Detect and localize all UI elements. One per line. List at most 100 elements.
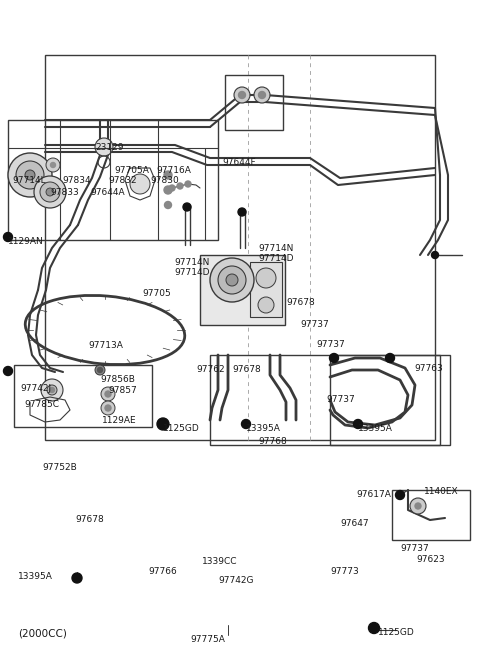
- Circle shape: [239, 91, 245, 98]
- Circle shape: [165, 201, 171, 209]
- Circle shape: [105, 391, 111, 397]
- Circle shape: [95, 138, 113, 156]
- Circle shape: [396, 490, 405, 499]
- Circle shape: [183, 203, 191, 211]
- Text: 97716A: 97716A: [156, 166, 191, 175]
- Circle shape: [234, 87, 250, 103]
- Circle shape: [164, 186, 172, 194]
- Circle shape: [16, 161, 44, 189]
- Circle shape: [218, 266, 246, 294]
- Bar: [210, 355, 450, 445]
- Circle shape: [72, 573, 82, 583]
- Circle shape: [157, 418, 169, 430]
- Text: 97834: 97834: [62, 176, 91, 185]
- Circle shape: [40, 182, 60, 202]
- Circle shape: [101, 401, 115, 415]
- Circle shape: [329, 353, 338, 363]
- Text: 1140EX: 1140EX: [424, 487, 458, 496]
- Bar: [200, 255, 285, 325]
- Text: 97742J: 97742J: [20, 384, 51, 393]
- Text: 97714L: 97714L: [12, 176, 46, 185]
- Circle shape: [105, 405, 111, 411]
- Text: 1125GD: 1125GD: [163, 424, 200, 433]
- Text: 97763: 97763: [414, 364, 443, 373]
- Text: 97830: 97830: [150, 176, 179, 185]
- Text: 97832: 97832: [108, 176, 137, 185]
- Text: 13395A: 13395A: [358, 424, 393, 433]
- Text: 97737: 97737: [400, 544, 429, 553]
- Text: 97714N: 97714N: [174, 258, 209, 267]
- Text: 97766: 97766: [148, 567, 177, 576]
- Text: 23129: 23129: [96, 143, 124, 152]
- Circle shape: [241, 419, 251, 428]
- Text: 97644F: 97644F: [222, 158, 256, 167]
- Circle shape: [41, 379, 63, 401]
- Circle shape: [47, 385, 57, 395]
- Circle shape: [8, 153, 52, 197]
- Circle shape: [369, 623, 380, 634]
- Circle shape: [258, 297, 274, 313]
- Circle shape: [25, 170, 35, 180]
- Text: 97773: 97773: [330, 567, 359, 576]
- Text: 97857: 97857: [108, 386, 137, 395]
- Text: (2000CC): (2000CC): [18, 628, 67, 638]
- Circle shape: [177, 183, 183, 189]
- Circle shape: [238, 208, 246, 216]
- Bar: [250, 262, 282, 317]
- Circle shape: [49, 387, 55, 393]
- Text: 1129AE: 1129AE: [102, 416, 137, 425]
- Text: 97785C: 97785C: [24, 400, 59, 409]
- Text: 97705: 97705: [142, 289, 171, 298]
- Circle shape: [385, 353, 395, 363]
- Circle shape: [97, 368, 103, 372]
- Circle shape: [210, 258, 254, 302]
- Text: 1129AN: 1129AN: [8, 237, 44, 246]
- Text: 97678: 97678: [286, 298, 315, 307]
- Circle shape: [226, 274, 238, 286]
- Text: 97737: 97737: [300, 320, 329, 329]
- Bar: [45, 55, 435, 440]
- Circle shape: [185, 181, 191, 187]
- Circle shape: [256, 268, 276, 288]
- Bar: [14, 365, 152, 427]
- Text: 97737: 97737: [316, 340, 345, 349]
- Circle shape: [169, 185, 175, 191]
- Text: 97713A: 97713A: [88, 341, 123, 350]
- Circle shape: [254, 87, 270, 103]
- Text: 97617A: 97617A: [356, 490, 391, 499]
- Circle shape: [3, 366, 12, 376]
- Circle shape: [415, 503, 421, 509]
- Text: 97644A: 97644A: [90, 188, 125, 197]
- Circle shape: [259, 91, 265, 98]
- Text: 97833: 97833: [50, 188, 79, 197]
- Text: 97768: 97768: [258, 437, 287, 446]
- Circle shape: [3, 233, 12, 241]
- Text: 13395A: 13395A: [246, 424, 281, 433]
- Text: 97714N: 97714N: [258, 244, 293, 253]
- Text: 13395A: 13395A: [18, 572, 53, 581]
- Bar: [330, 355, 440, 445]
- Circle shape: [46, 158, 60, 172]
- Text: 97856B: 97856B: [100, 375, 135, 384]
- Circle shape: [353, 419, 362, 428]
- Text: 97742G: 97742G: [218, 576, 253, 585]
- Text: 97678: 97678: [232, 365, 261, 374]
- Text: 97762: 97762: [196, 365, 225, 374]
- Circle shape: [410, 498, 426, 514]
- Bar: [392, 490, 470, 540]
- Bar: [225, 75, 283, 130]
- Circle shape: [101, 387, 115, 401]
- Circle shape: [34, 176, 66, 208]
- Text: 97775A: 97775A: [190, 635, 225, 644]
- Text: 97705A: 97705A: [114, 166, 149, 175]
- Bar: [8, 120, 218, 240]
- Text: 97623: 97623: [416, 555, 444, 564]
- Text: 1125GD: 1125GD: [378, 628, 415, 637]
- Circle shape: [130, 174, 150, 194]
- Text: 97752B: 97752B: [42, 463, 77, 472]
- Text: 97714D: 97714D: [258, 254, 293, 263]
- Circle shape: [432, 252, 439, 258]
- Text: 1339CC: 1339CC: [202, 557, 238, 566]
- Text: 97678: 97678: [75, 515, 104, 524]
- Text: 97737: 97737: [326, 395, 355, 404]
